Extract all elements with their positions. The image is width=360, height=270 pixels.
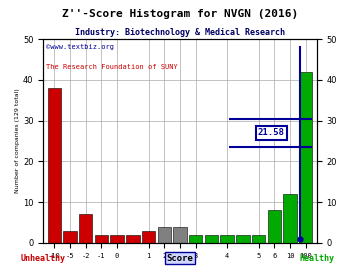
Text: ©www.textbiz.org: ©www.textbiz.org — [46, 44, 114, 50]
Bar — [48, 88, 61, 243]
Text: Healthy: Healthy — [299, 254, 334, 262]
Text: The Research Foundation of SUNY: The Research Foundation of SUNY — [46, 64, 178, 70]
Bar — [252, 235, 265, 243]
Y-axis label: Number of companies (129 total): Number of companies (129 total) — [15, 89, 20, 193]
Bar — [283, 194, 297, 243]
Bar — [95, 235, 108, 243]
Bar — [142, 231, 155, 243]
Bar — [268, 210, 281, 243]
Bar — [126, 235, 140, 243]
Bar — [189, 235, 202, 243]
Bar — [111, 235, 124, 243]
Bar — [79, 214, 92, 243]
Bar — [205, 235, 218, 243]
Bar — [220, 235, 234, 243]
Text: Score: Score — [167, 254, 193, 262]
Text: Unhealthy: Unhealthy — [21, 254, 66, 262]
Text: Industry: Biotechnology & Medical Research: Industry: Biotechnology & Medical Resear… — [75, 28, 285, 37]
Bar — [236, 235, 249, 243]
Bar — [173, 227, 187, 243]
Bar — [299, 72, 312, 243]
Bar — [63, 231, 77, 243]
Text: Z''-Score Histogram for NVGN (2016): Z''-Score Histogram for NVGN (2016) — [62, 9, 298, 19]
Text: 21.58: 21.58 — [258, 129, 285, 137]
Bar — [158, 227, 171, 243]
